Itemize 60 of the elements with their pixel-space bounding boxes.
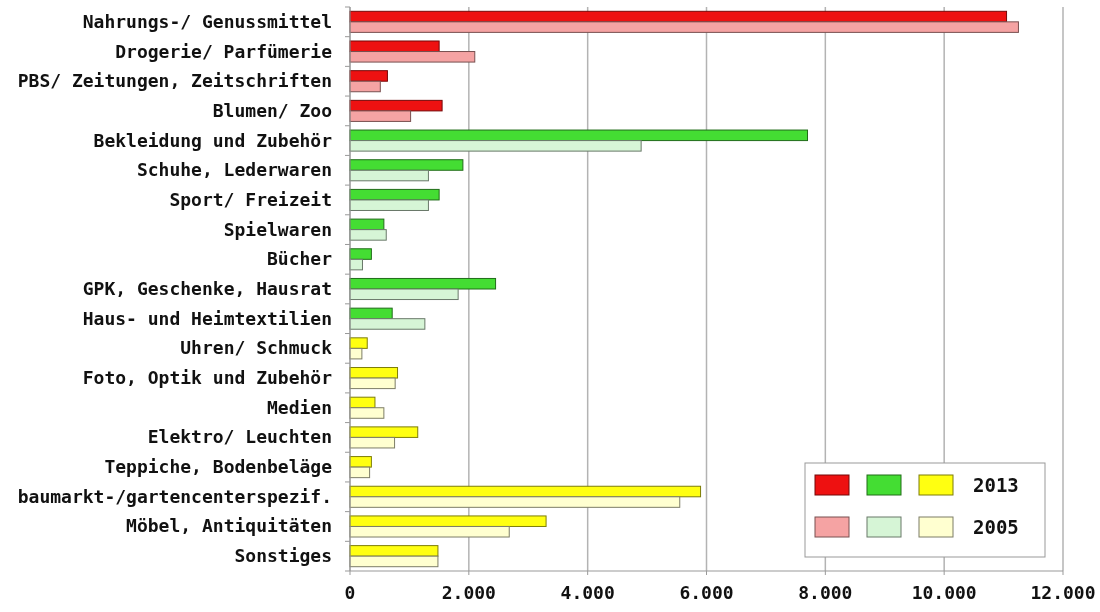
bar — [349, 169, 429, 182]
y-tick-label: Möbel, Antiquitäten — [126, 515, 332, 537]
y-tick-label: Bekleidung und Zubehör — [93, 129, 333, 151]
bar — [349, 307, 393, 320]
legend-label: 2005 — [973, 516, 1019, 538]
bar — [349, 525, 510, 538]
y-tick-label: Blumen/ Zoo — [212, 99, 332, 121]
bar — [349, 515, 547, 527]
bar — [349, 277, 497, 290]
y-tick-label: Uhren/ Schmuck — [180, 337, 333, 359]
legend-label: 2013 — [973, 474, 1019, 496]
y-tick-label: Spielwaren — [223, 218, 332, 240]
y-tick-label: Schuhe, Lederwaren — [136, 159, 332, 181]
bar — [349, 80, 381, 93]
y-tick-label: baumarkt-/gartencenterspezif. — [17, 485, 332, 507]
y-tick-label: Sonstiges — [234, 545, 332, 567]
y-tick-label: Foto, Optik und Zubehör — [82, 367, 333, 389]
bar — [349, 248, 372, 260]
bar — [349, 545, 439, 557]
bar — [349, 258, 363, 271]
bar — [349, 555, 439, 568]
y-tick-label: GPK, Geschenke, Hausrat — [82, 278, 332, 299]
x-tick-label: 6.000 — [679, 582, 734, 603]
bar — [349, 229, 387, 241]
bar — [349, 159, 464, 171]
bar — [349, 140, 642, 152]
x-tick-label: 8.000 — [798, 582, 853, 603]
bar — [349, 129, 809, 142]
bar — [349, 407, 385, 419]
bar — [349, 436, 396, 449]
y-tick-label: Nahrungs-/ Genussmittel — [82, 10, 332, 32]
y-tick-label: Bücher — [266, 248, 333, 270]
bar — [349, 318, 426, 330]
y-tick-label: Sport/ Freizeit — [169, 188, 332, 210]
bar — [349, 288, 459, 301]
bar — [349, 99, 443, 112]
bar — [349, 347, 363, 360]
bar — [349, 199, 429, 211]
bar — [349, 21, 1019, 33]
y-tick-label: Haus- und Heimtextilien — [82, 307, 332, 329]
y-tick-label: PBS/ Zeitungen, Zeitschriften — [17, 70, 332, 92]
y-tick-label: Teppiche, Bodenbeläge — [104, 456, 333, 478]
bar — [349, 496, 681, 508]
bar — [349, 110, 412, 122]
bar — [349, 218, 385, 231]
bar — [349, 426, 419, 438]
y-tick-label: Elektro/ Leuchten — [147, 426, 332, 448]
bar — [349, 51, 476, 63]
bar — [349, 377, 396, 390]
bar — [349, 40, 440, 53]
x-tick-label: 12.000 — [1030, 582, 1096, 603]
y-tick-label: Medien — [266, 396, 332, 418]
x-tick-label: 4.000 — [560, 582, 615, 603]
y-tick-label: Drogerie/ Parfümerie — [115, 40, 333, 62]
bar — [349, 70, 388, 82]
x-tick-label: 0 — [344, 582, 356, 603]
bar — [349, 337, 368, 349]
x-tick-label: 2.000 — [441, 582, 496, 603]
bar — [349, 466, 371, 479]
x-tick-label: 10.000 — [911, 582, 977, 603]
